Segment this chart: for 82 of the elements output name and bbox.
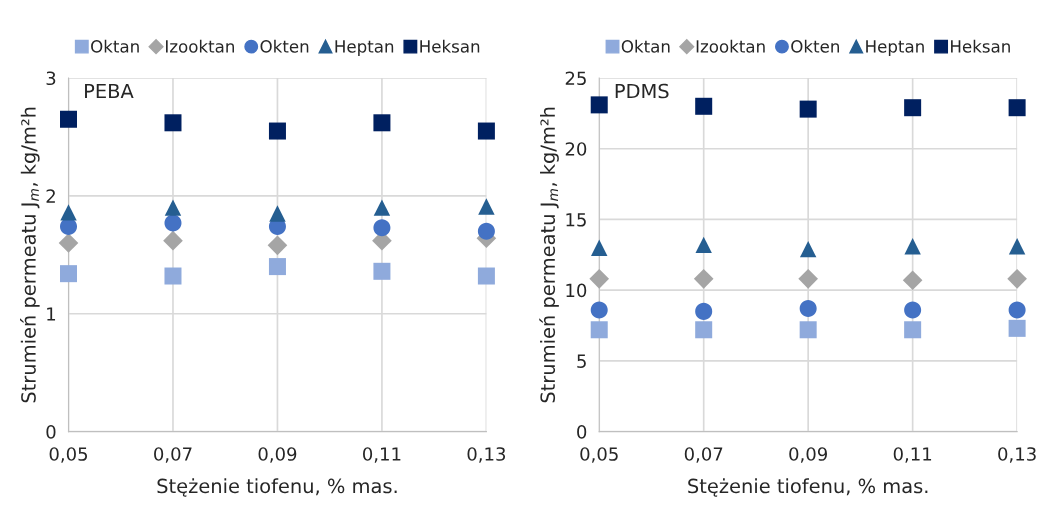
annotation: PEBA — [85, 83, 134, 99]
y-tick-label: 25 — [565, 71, 586, 86]
legend-label: Heptan — [335, 40, 394, 56]
point — [477, 122, 495, 140]
legend-label: Oktan — [621, 39, 670, 53]
point — [799, 240, 817, 258]
point — [163, 230, 183, 251]
y-tick-label: 20 — [565, 142, 587, 156]
point — [695, 97, 713, 115]
x-tick-label: 0,05 — [49, 447, 88, 463]
point — [60, 204, 77, 221]
point — [164, 199, 182, 216]
point — [799, 100, 817, 118]
x-tick-label: 0,11 — [893, 447, 932, 463]
legend-label: Okten — [791, 39, 839, 53]
x-tick-label: 0,13 — [998, 447, 1036, 463]
point — [60, 265, 78, 283]
point — [693, 269, 714, 289]
x-axis-title: Stężenie tiofenu, % mas. — [688, 478, 928, 497]
point — [58, 233, 79, 253]
point — [695, 302, 713, 320]
point — [1008, 238, 1026, 255]
legend-label: Okten — [260, 39, 309, 53]
point — [695, 321, 713, 339]
legend-label: Heptan — [866, 40, 924, 56]
y-tick-label: 2 — [46, 189, 55, 203]
y-tick-label: 5 — [577, 354, 586, 368]
point — [904, 301, 922, 319]
y-axis-title: Strumień permeatu J$_{m}$, kg/m²h — [539, 107, 559, 403]
point — [373, 219, 391, 237]
x-tick-label: 0,11 — [363, 447, 401, 463]
point — [904, 99, 922, 117]
annotation: PDMS — [615, 83, 669, 99]
point — [904, 238, 921, 255]
point — [1008, 99, 1026, 117]
y-tick-label: 0 — [577, 425, 587, 439]
point — [164, 214, 182, 232]
point — [373, 199, 391, 216]
point — [1008, 301, 1026, 319]
x-tick-label: 0,09 — [258, 447, 297, 463]
point — [590, 96, 608, 114]
point — [590, 321, 608, 339]
point — [798, 269, 818, 289]
point — [268, 122, 286, 140]
legend-label: Oktan — [91, 39, 139, 53]
y-tick-label: 3 — [46, 71, 56, 86]
point — [695, 236, 712, 254]
point — [373, 114, 391, 132]
point — [164, 114, 182, 132]
y-axis-title: Strumień permeatu J$_{m}$, kg/m²h — [20, 107, 40, 403]
point — [478, 198, 495, 215]
y-tick-label: 0 — [46, 425, 56, 439]
legend-label: Heksan — [951, 39, 1010, 53]
legend-label: Heksan — [420, 39, 480, 53]
x-axis-title: Stężenie tiofenu, % mas. — [157, 478, 397, 497]
point — [269, 205, 286, 222]
x-tick-label: 0,07 — [154, 447, 192, 463]
point — [477, 222, 495, 240]
point — [799, 300, 817, 318]
x-tick-label: 0,13 — [467, 447, 506, 463]
point — [268, 258, 286, 276]
point — [1007, 269, 1027, 289]
legend-label: Izooktan — [166, 39, 234, 53]
point — [589, 269, 610, 289]
point — [60, 110, 78, 128]
legend-label: Izooktan — [696, 39, 765, 53]
point — [902, 270, 923, 291]
x-tick-label: 0,05 — [580, 447, 618, 463]
y-tick-label: 10 — [566, 283, 587, 298]
y-tick-label: 1 — [47, 307, 56, 321]
point — [799, 321, 817, 339]
point — [904, 321, 922, 339]
point — [477, 267, 495, 285]
x-tick-label: 0,09 — [789, 447, 827, 463]
point — [1008, 319, 1026, 337]
y-tick-label: 15 — [566, 213, 586, 227]
point — [164, 267, 182, 285]
x-tick-label: 0,07 — [684, 447, 723, 463]
point — [373, 262, 391, 280]
point — [267, 235, 288, 256]
point — [591, 239, 608, 256]
point — [590, 301, 608, 319]
